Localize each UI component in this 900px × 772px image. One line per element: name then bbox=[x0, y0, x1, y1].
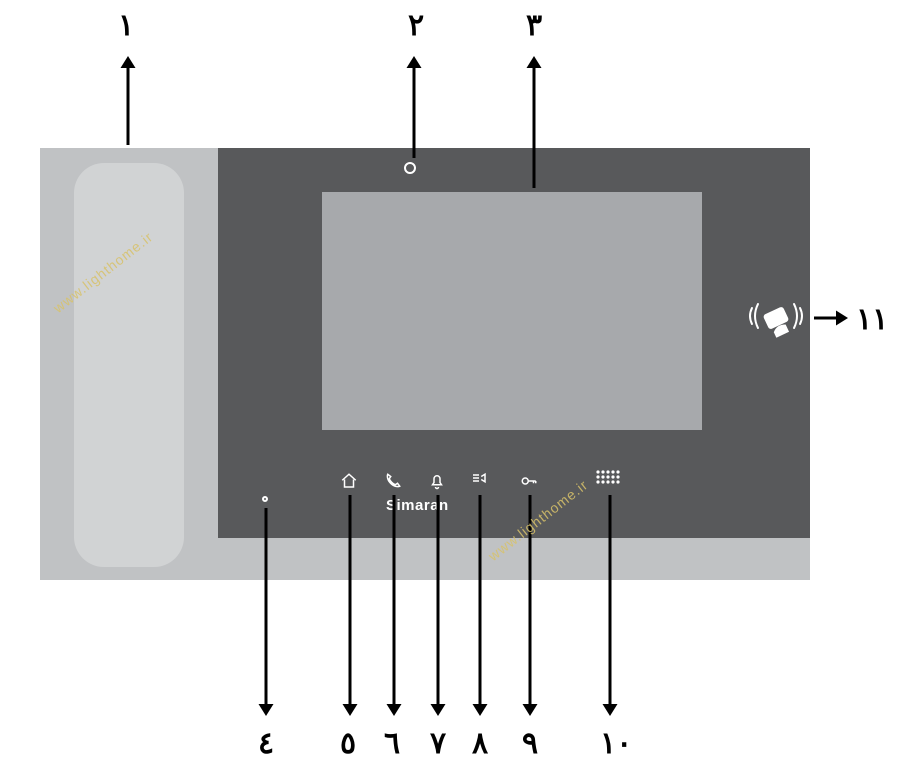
video-icon bbox=[470, 472, 490, 492]
callout-label-7: ٧ bbox=[430, 726, 446, 761]
callout-label-4: ٤ bbox=[258, 726, 274, 761]
handset bbox=[74, 163, 184, 567]
key-icon bbox=[520, 472, 540, 492]
screen bbox=[322, 192, 702, 430]
home-icon bbox=[340, 472, 360, 492]
card-sensor-icon bbox=[746, 296, 806, 346]
callout-label-2: ۲ bbox=[408, 8, 424, 43]
callout-label-10: ۱۰ bbox=[600, 726, 632, 761]
diagram-canvas: Simaran ۱۲۳۱۱٤٥٦٧٨٩۱۰ www.lighthome.irww… bbox=[0, 0, 900, 772]
speaker-icon bbox=[596, 470, 625, 489]
callout-label-5: ٥ bbox=[340, 726, 356, 761]
callout-label-11: ۱۱ bbox=[856, 302, 888, 337]
callout-label-8: ٨ bbox=[472, 726, 488, 761]
brand-label: Simaran bbox=[386, 497, 449, 514]
bell-icon bbox=[428, 472, 448, 492]
callout-label-6: ٦ bbox=[384, 726, 400, 761]
callout-label-9: ٩ bbox=[522, 726, 538, 761]
microphone-dot bbox=[262, 496, 268, 502]
callout-label-3: ۳ bbox=[526, 8, 542, 43]
phone-icon bbox=[384, 472, 404, 492]
led-indicator bbox=[400, 158, 420, 178]
callout-label-1: ۱ bbox=[118, 8, 134, 43]
